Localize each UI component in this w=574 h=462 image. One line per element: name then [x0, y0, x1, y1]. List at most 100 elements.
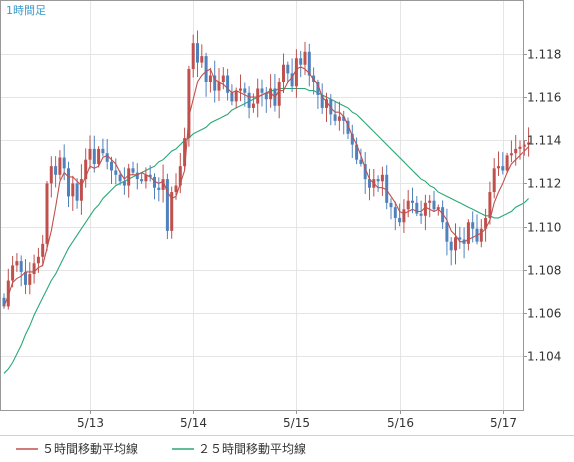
candle-body	[505, 155, 509, 171]
candle	[299, 50, 303, 78]
candle-body	[41, 243, 45, 257]
candle-body	[101, 148, 105, 154]
candle	[363, 151, 367, 194]
candle-body	[497, 166, 500, 169]
candle	[329, 94, 333, 126]
candle-body	[436, 207, 440, 210]
candle	[522, 140, 526, 156]
candle-body	[32, 263, 36, 275]
candle-body	[191, 43, 195, 70]
candle-body	[264, 92, 268, 100]
candle-body	[92, 148, 96, 164]
x-tick-label: 5/13	[77, 416, 104, 430]
candle-body	[105, 153, 109, 162]
candle	[153, 173, 156, 200]
candle-body	[423, 202, 427, 216]
candle	[368, 168, 371, 201]
candle-body	[501, 166, 505, 171]
candle	[260, 79, 264, 107]
candle-body	[67, 168, 70, 197]
candle-body	[239, 88, 242, 91]
candle-body	[479, 228, 483, 242]
candle	[239, 74, 242, 102]
candle-body	[290, 73, 294, 87]
legend-label-ma25: ２５時間移動平均線	[198, 441, 306, 456]
candle-body	[492, 168, 496, 193]
candle	[393, 201, 397, 231]
candle	[36, 247, 40, 273]
y-tick-label: 1.118	[527, 48, 561, 62]
candle	[144, 167, 148, 189]
candle-body	[398, 217, 402, 223]
y-tick-label: 1.110	[527, 221, 561, 235]
candle	[54, 156, 58, 188]
candle-body	[243, 88, 247, 93]
candle-body	[247, 92, 251, 108]
candle-body	[114, 170, 118, 175]
candle	[389, 198, 393, 220]
candle	[269, 74, 273, 108]
candle-body	[350, 133, 354, 145]
candle	[497, 151, 500, 177]
candle	[264, 86, 268, 113]
candle-body	[514, 148, 518, 154]
candle-body	[62, 157, 66, 169]
candle	[101, 138, 105, 157]
candle	[492, 158, 496, 199]
candle	[183, 127, 187, 170]
legend-label-ma5: ５時間移動平均線	[42, 441, 138, 456]
candle-body	[466, 222, 470, 244]
candle-body	[135, 172, 139, 180]
candle-body	[294, 58, 298, 87]
candle-body	[97, 148, 101, 164]
x-tick-label: 5/15	[283, 416, 310, 430]
ma5-line	[3, 66, 529, 307]
x-tick-label: 5/14	[180, 416, 207, 430]
candle	[148, 165, 152, 182]
candle	[71, 175, 75, 211]
candle-body	[389, 202, 393, 208]
candle	[114, 158, 118, 185]
candle	[32, 254, 36, 284]
y-axis: 1.104 1.106 1.108 1.110 1.112 1.114 1.116 1.118	[523, 48, 561, 364]
candle	[165, 173, 169, 240]
candle-body	[11, 265, 15, 281]
candle	[398, 203, 402, 227]
candle-body	[58, 157, 62, 175]
candle	[402, 199, 406, 233]
candle	[247, 86, 251, 119]
candle	[282, 53, 285, 93]
candle	[277, 78, 281, 119]
candle	[505, 152, 509, 174]
candle-body	[368, 179, 371, 188]
y-tick-label: 1.114	[527, 134, 561, 148]
candle	[208, 67, 212, 93]
candle-body	[45, 183, 49, 244]
candle	[355, 137, 359, 165]
candle	[359, 148, 363, 167]
candle	[385, 165, 389, 210]
legend-item-ma5: ５時間移動平均線	[16, 441, 138, 456]
candle-body	[527, 142, 531, 145]
candle-body	[161, 179, 165, 190]
candle	[376, 175, 380, 192]
y-tick-label: 1.104	[527, 350, 561, 364]
x-tick-label: 5/16	[387, 416, 414, 430]
candle	[62, 144, 66, 181]
candle	[423, 194, 427, 231]
candle-body	[303, 51, 307, 65]
candle	[509, 140, 513, 163]
legend-item-ma25: ２５時間移動平均線	[172, 441, 306, 456]
y-tick-label: 1.116	[527, 91, 561, 105]
candle	[466, 219, 470, 251]
candle	[122, 167, 126, 195]
x-tick-label: 5/17	[490, 416, 517, 430]
candle-body	[131, 168, 135, 173]
candle-body	[471, 222, 475, 229]
candle-body	[269, 88, 273, 100]
candle-body	[24, 271, 27, 285]
y-tick-label: 1.106	[527, 307, 561, 321]
x-axis: 5/13 5/14 5/15 5/16 5/17	[77, 410, 517, 430]
candle	[196, 30, 199, 77]
